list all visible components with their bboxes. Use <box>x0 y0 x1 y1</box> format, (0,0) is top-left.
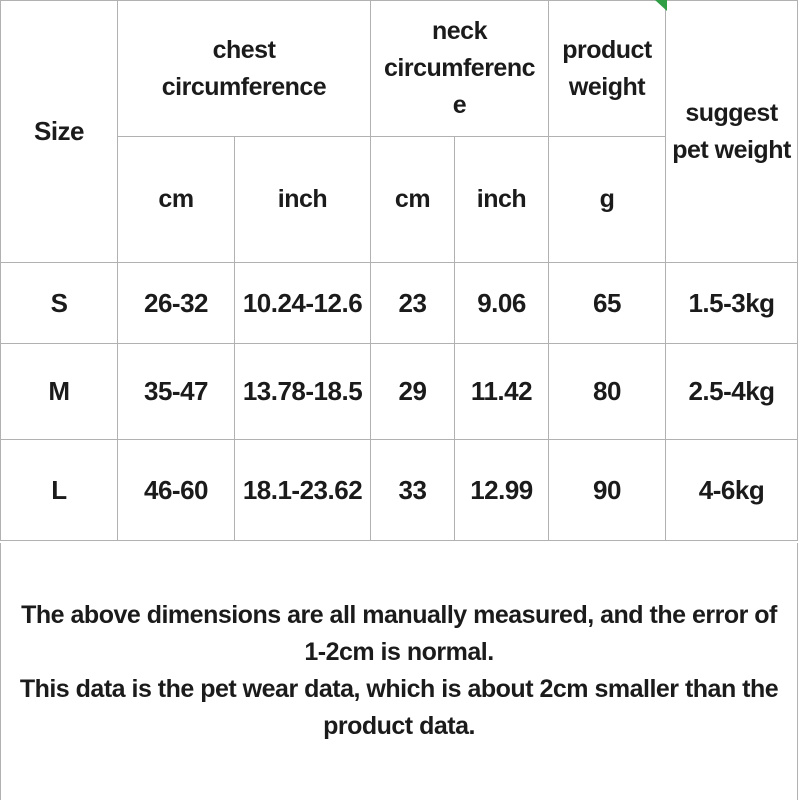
cell-neck-cm: 33 <box>370 439 455 541</box>
cell-chest-inch: 10.24-12.6 <box>234 262 371 344</box>
product-header-line2: weight <box>568 72 646 101</box>
cell-size: M <box>0 343 118 440</box>
note-line: 1-2cm is normal. <box>304 638 494 666</box>
cell-product-weight: 80 <box>548 343 666 440</box>
cell-chest-inch: 13.78-18.5 <box>234 343 371 440</box>
cell-chest-cm: 26-32 <box>117 262 235 344</box>
product-header-line1: product <box>562 35 652 64</box>
chest-circumference-header: chest circumference <box>117 0 371 137</box>
cell-chest-cm: 46-60 <box>117 439 235 541</box>
note-line: The above dimensions are all manually me… <box>21 601 777 629</box>
cell-neck-cm: 23 <box>370 262 455 344</box>
suggest-header-line2: pet weight <box>672 135 791 164</box>
measurement-notes: The above dimensions are all manually me… <box>0 543 798 800</box>
note-line: product data. <box>323 712 475 740</box>
neck-header-line1: neck <box>432 17 487 45</box>
cell-neck-inch: 9.06 <box>454 262 549 344</box>
neck-inch-unit-header: inch <box>454 136 549 263</box>
neck-cm-unit-header: cm <box>370 136 455 263</box>
suggest-pet-weight-header: suggest pet weight <box>665 0 798 263</box>
cell-pet-weight: 2.5-4kg <box>665 343 798 440</box>
table-row-size-s: S 26-32 10.24-12.6 23 9.06 65 1.5-3kg <box>0 262 798 344</box>
cell-product-weight: 90 <box>548 439 666 541</box>
note-line: This data is the pet wear data, which is… <box>19 675 779 703</box>
suggest-header-line1: suggest <box>685 98 778 127</box>
cell-neck-inch: 12.99 <box>454 439 549 541</box>
product-g-unit-header: g <box>548 136 666 263</box>
cell-product-weight: 65 <box>548 262 666 344</box>
size-chart-table: Size chest circumference neck circumfere… <box>0 0 798 541</box>
chest-cm-unit-header: cm <box>117 136 235 263</box>
cell-size: L <box>0 439 118 541</box>
cell-neck-inch: 11.42 <box>454 343 549 440</box>
neck-header-line3: e <box>452 91 467 119</box>
size-header-label: Size <box>33 116 85 146</box>
cell-chest-cm: 35-47 <box>117 343 235 440</box>
cell-pet-weight: 4-6kg <box>665 439 798 541</box>
cell-size: S <box>0 262 118 344</box>
table-row-size-l: L 46-60 18.1-23.62 33 12.99 90 4-6kg <box>0 439 798 541</box>
neck-header-line2: circumferenc <box>383 54 536 82</box>
chest-inch-unit-header: inch <box>234 136 371 263</box>
table-row-size-m: M 35-47 13.78-18.5 29 11.42 80 2.5-4kg <box>0 343 798 440</box>
cell-neck-cm: 29 <box>370 343 455 440</box>
crop-corner-triangle-icon <box>655 0 667 11</box>
product-weight-header: product weight <box>548 0 666 137</box>
cell-pet-weight: 1.5-3kg <box>665 262 798 344</box>
chest-header-line2: circumference <box>161 72 327 101</box>
chest-header-line1: chest <box>212 35 276 64</box>
size-column-header: Size <box>0 0 118 263</box>
cell-chest-inch: 18.1-23.62 <box>234 439 371 541</box>
neck-circumference-header: neck circumferenc e <box>370 0 549 137</box>
